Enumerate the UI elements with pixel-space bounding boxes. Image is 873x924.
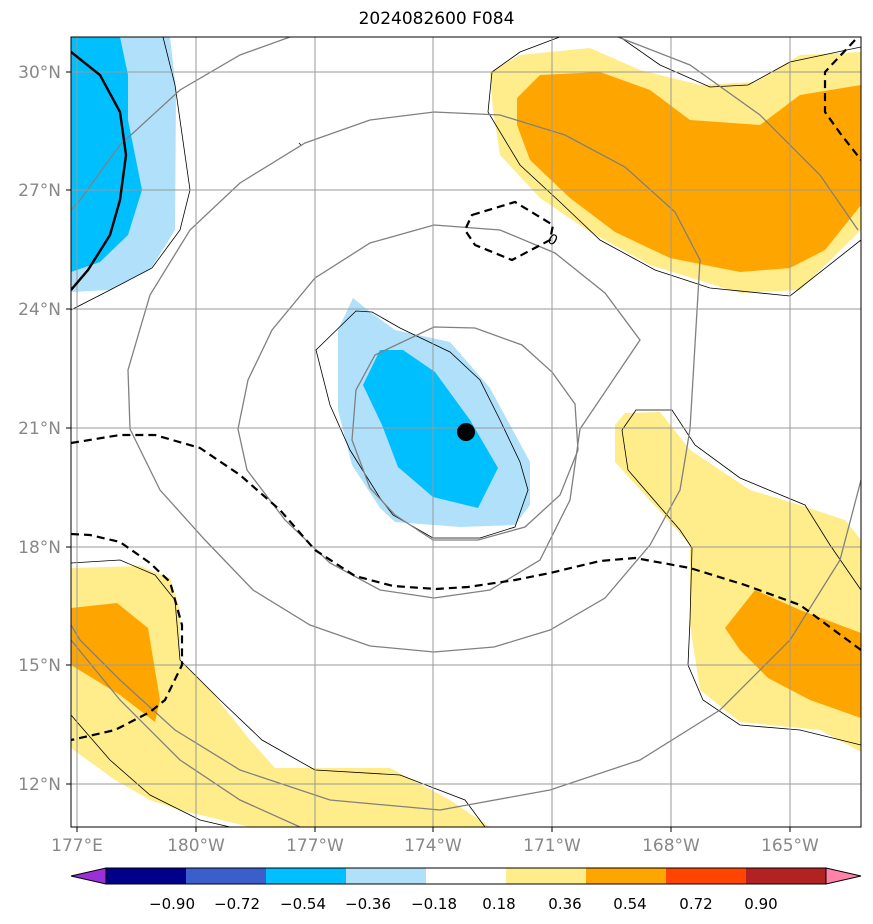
colorbar-segment [106, 868, 187, 884]
lat-label: 27°N [18, 181, 61, 201]
lon-axis-labels: 177°E 180°W 177°W 174°W 171°W 168°W 165°… [51, 836, 819, 856]
colorbar-extend-low [70, 867, 107, 885]
lon-label: 168°W [642, 836, 700, 856]
lat-label: 24°N [18, 300, 61, 320]
dashed-contour-ne [823, 39, 861, 161]
lat-label: 12°N [18, 775, 61, 795]
colorbar-segment [586, 868, 667, 884]
map-title: 2024082600 F084 [358, 9, 515, 29]
fill-positive-sw-medium [71, 603, 160, 722]
lat-label: 15°N [18, 656, 61, 676]
colorbar: −0.90 −0.72 −0.54 −0.36 −0.18 0.18 0.36 … [70, 867, 862, 913]
tick-marks [66, 71, 791, 832]
lat-axis-labels: 30°N 27°N 24°N 21°N 18°N 15°N 12°N [18, 63, 61, 795]
colorbar-labels: −0.90 −0.72 −0.54 −0.36 −0.18 0.18 0.36 … [149, 895, 778, 913]
colorbar-label: 0.36 [548, 895, 581, 913]
fill-positive-sw-light [71, 566, 490, 827]
colorbar-segment [346, 868, 427, 884]
colorbar-label: −0.54 [280, 895, 326, 913]
colorbar-extend-high [825, 867, 862, 885]
colorbar-frame [105, 867, 827, 885]
grey-contour-third [127, 111, 701, 653]
colorbar-label: −0.18 [411, 895, 457, 913]
grey-contour-second [237, 224, 641, 599]
plot-area: 0 [71, 37, 861, 827]
plot-frame [70, 36, 862, 828]
contour-label-zero: 0 [545, 231, 561, 249]
dashed-contours [71, 39, 861, 742]
thin-contour-nw [71, 37, 191, 311]
lon-label: 171°W [523, 836, 581, 856]
colorbar-label: −0.72 [214, 895, 260, 913]
colorbar-label: −0.36 [345, 895, 391, 913]
filled-contours [71, 37, 861, 827]
colorbar-segments [70, 867, 862, 885]
colorbar-segment [666, 868, 747, 884]
colorbar-segment [746, 868, 827, 884]
lat-label: 21°N [18, 419, 61, 439]
grey-circular-contours [71, 37, 861, 827]
colorbar-label: 0.90 [744, 895, 777, 913]
thin-contour-sw [71, 559, 486, 827]
thin-contour-se [621, 409, 861, 746]
dashed-contour-main [71, 433, 861, 651]
lat-label: 18°N [18, 538, 61, 558]
colorbar-label: 0.18 [482, 895, 515, 913]
colorbar-label: 0.72 [679, 895, 712, 913]
thin-contours [71, 37, 861, 827]
lon-label: 177°E [51, 836, 103, 856]
thin-contour-ne [487, 37, 861, 297]
lon-label: 180°W [167, 836, 225, 856]
grey-contour-outer [71, 639, 301, 827]
fill-negative-center-medium [363, 350, 498, 508]
lon-label: 174°W [404, 836, 462, 856]
grey-contour-inner [351, 326, 579, 541]
thick-solid-contour [71, 51, 128, 291]
fill-positive-se-medium [725, 590, 861, 718]
lat-label: 30°N [18, 63, 61, 83]
colorbar-segment [506, 868, 587, 884]
colorbar-segment [266, 868, 347, 884]
thin-contour-dot [298, 142, 302, 146]
gridlines [71, 37, 861, 827]
fill-negative-medium [71, 37, 142, 272]
colorbar-segment [186, 868, 267, 884]
storm-center-marker [457, 423, 475, 441]
lon-label: 165°W [761, 836, 819, 856]
fill-positive-medium [517, 72, 861, 272]
dashed-contour-zero-ring [463, 200, 555, 262]
colorbar-label: 0.54 [613, 895, 646, 913]
colorbar-segment [426, 868, 507, 884]
lon-label: 177°W [286, 836, 344, 856]
dashed-contour-sw [71, 532, 184, 742]
colorbar-label: −0.90 [149, 895, 195, 913]
